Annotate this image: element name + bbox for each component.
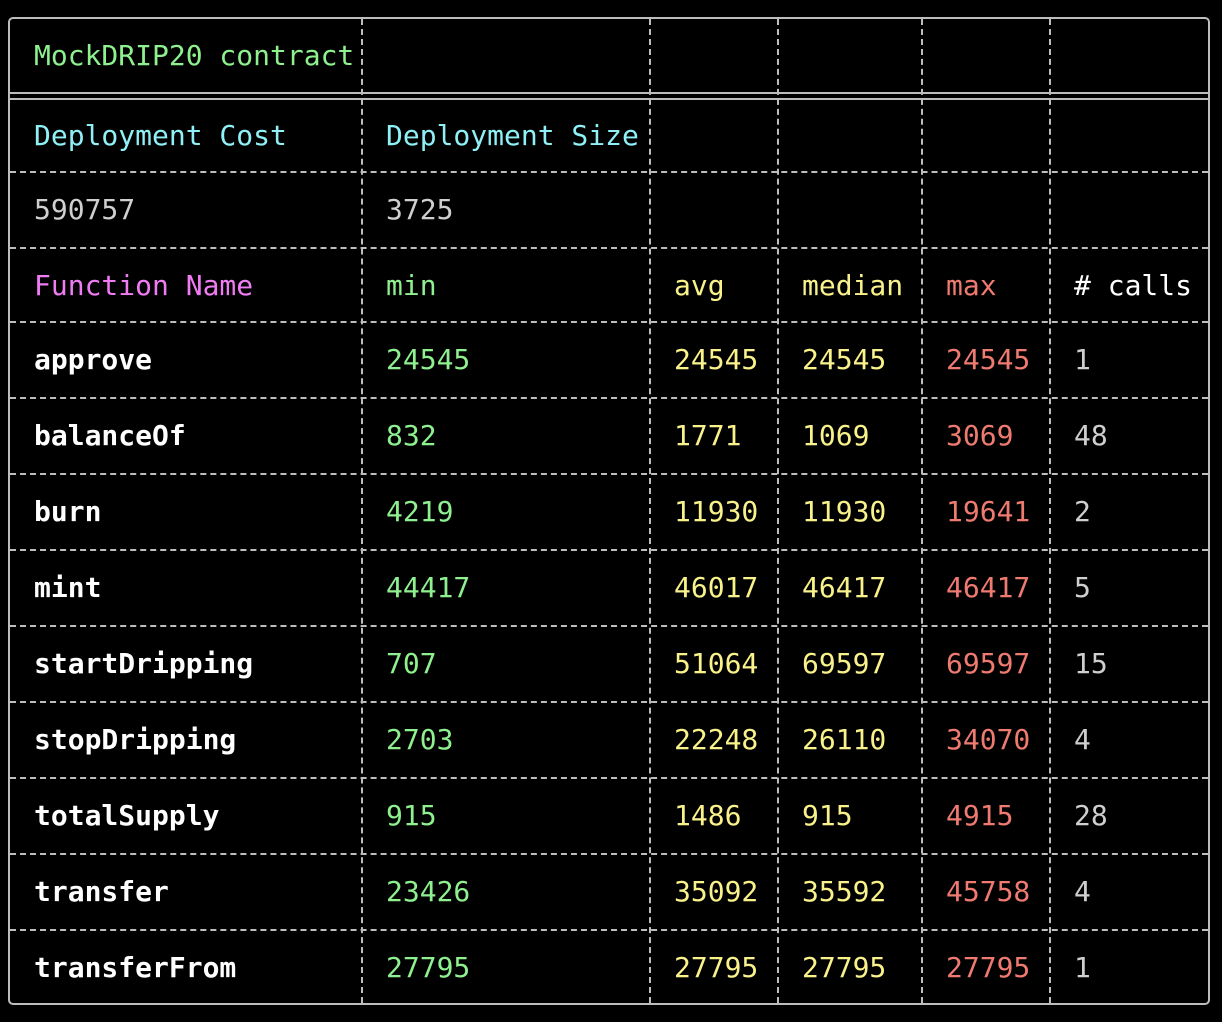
median-cell: 1069 bbox=[802, 418, 870, 452]
min-cell: 44417 bbox=[386, 570, 471, 604]
function-name-cell: burn bbox=[34, 494, 102, 528]
function-header-row: Function Name min avg median max # calls bbox=[10, 249, 1208, 321]
avg-cell: 46017 bbox=[674, 570, 759, 604]
calls-cell: 48 bbox=[1074, 418, 1108, 452]
function-name-cell: approve bbox=[34, 342, 153, 376]
avg-cell: 22248 bbox=[674, 722, 759, 756]
table-row: burn 4219 11930 11930 19641 2 bbox=[10, 475, 1208, 547]
avg-cell: 51064 bbox=[674, 646, 759, 680]
max-cell: 34070 bbox=[946, 722, 1031, 756]
row-divider bbox=[10, 929, 1208, 931]
max-cell: 45758 bbox=[946, 874, 1031, 908]
calls-cell: 5 bbox=[1074, 570, 1091, 604]
min-cell: 2703 bbox=[386, 722, 454, 756]
table-row: transferFrom 27795 27795 27795 27795 1 bbox=[10, 931, 1208, 1003]
table-row: startDripping 707 51064 69597 69597 15 bbox=[10, 627, 1208, 699]
calls-cell: 15 bbox=[1074, 646, 1108, 680]
column-divider bbox=[649, 19, 651, 1003]
avg-cell: 11930 bbox=[674, 494, 759, 528]
column-divider bbox=[1049, 19, 1051, 1003]
deployment-size-value: 3725 bbox=[386, 192, 454, 226]
function-name-cell: mint bbox=[34, 570, 102, 604]
calls-cell: 4 bbox=[1074, 874, 1091, 908]
row-divider bbox=[10, 247, 1208, 249]
max-cell: 19641 bbox=[946, 494, 1031, 528]
function-name-cell: transfer bbox=[34, 874, 169, 908]
avg-cell: 1771 bbox=[674, 418, 742, 452]
min-cell: 24545 bbox=[386, 342, 471, 376]
table-row: balanceOf 832 1771 1069 3069 48 bbox=[10, 399, 1208, 471]
table-row: stopDripping 2703 22248 26110 34070 4 bbox=[10, 703, 1208, 775]
min-cell: 915 bbox=[386, 798, 437, 832]
median-cell: 24545 bbox=[802, 342, 887, 376]
row-divider bbox=[10, 397, 1208, 399]
avg-cell: 24545 bbox=[674, 342, 759, 376]
median-header: median bbox=[802, 268, 904, 302]
min-header: min bbox=[386, 268, 437, 302]
row-divider bbox=[10, 549, 1208, 551]
max-cell: 3069 bbox=[946, 418, 1014, 452]
function-name-header: Function Name bbox=[34, 268, 254, 302]
max-cell: 24545 bbox=[946, 342, 1031, 376]
function-name-cell: totalSupply bbox=[34, 798, 220, 832]
avg-cell: 1486 bbox=[674, 798, 742, 832]
function-name-cell: stopDripping bbox=[34, 722, 237, 756]
contract-title-row: MockDRIP20 contract bbox=[10, 19, 1208, 91]
deployment-value-row: 590757 3725 bbox=[10, 173, 1208, 245]
max-header: max bbox=[946, 268, 997, 302]
table-row: transfer 23426 35092 35592 45758 4 bbox=[10, 855, 1208, 927]
function-name-cell: balanceOf bbox=[34, 418, 186, 452]
deployment-cost-value: 590757 bbox=[34, 192, 136, 226]
table-row: totalSupply 915 1486 915 4915 28 bbox=[10, 779, 1208, 851]
median-cell: 69597 bbox=[802, 646, 887, 680]
median-cell: 35592 bbox=[802, 874, 887, 908]
column-divider bbox=[777, 19, 779, 1003]
avg-cell: 27795 bbox=[674, 950, 759, 984]
min-cell: 27795 bbox=[386, 950, 471, 984]
table-row: mint 44417 46017 46417 46417 5 bbox=[10, 551, 1208, 623]
calls-cell: 4 bbox=[1074, 722, 1091, 756]
deployment-cost-label: Deployment Cost bbox=[34, 118, 287, 152]
function-name-cell: transferFrom bbox=[34, 950, 237, 984]
calls-header: # calls bbox=[1074, 268, 1193, 302]
avg-header: avg bbox=[674, 268, 725, 302]
max-cell: 69597 bbox=[946, 646, 1031, 680]
function-name-cell: startDripping bbox=[34, 646, 254, 680]
median-cell: 46417 bbox=[802, 570, 887, 604]
contract-title: MockDRIP20 contract bbox=[34, 38, 355, 72]
calls-cell: 28 bbox=[1074, 798, 1108, 832]
calls-cell: 1 bbox=[1074, 950, 1091, 984]
deployment-size-label: Deployment Size bbox=[386, 118, 639, 152]
header-divider bbox=[10, 92, 1208, 100]
gas-report-table: MockDRIP20 contract Deployment Cost Depl… bbox=[8, 17, 1210, 1005]
min-cell: 832 bbox=[386, 418, 437, 452]
min-cell: 707 bbox=[386, 646, 437, 680]
row-divider bbox=[10, 625, 1208, 627]
row-divider bbox=[10, 777, 1208, 779]
table-row: approve 24545 24545 24545 24545 1 bbox=[10, 323, 1208, 395]
row-divider bbox=[10, 473, 1208, 475]
min-cell: 4219 bbox=[386, 494, 454, 528]
median-cell: 915 bbox=[802, 798, 853, 832]
row-divider bbox=[10, 171, 1208, 173]
median-cell: 11930 bbox=[802, 494, 887, 528]
row-divider bbox=[10, 701, 1208, 703]
max-cell: 4915 bbox=[946, 798, 1014, 832]
max-cell: 27795 bbox=[946, 950, 1031, 984]
min-cell: 23426 bbox=[386, 874, 471, 908]
column-divider bbox=[921, 19, 923, 1003]
avg-cell: 35092 bbox=[674, 874, 759, 908]
column-divider bbox=[361, 19, 363, 1003]
calls-cell: 1 bbox=[1074, 342, 1091, 376]
row-divider bbox=[10, 321, 1208, 323]
calls-cell: 2 bbox=[1074, 494, 1091, 528]
median-cell: 27795 bbox=[802, 950, 887, 984]
row-divider bbox=[10, 853, 1208, 855]
deployment-label-row: Deployment Cost Deployment Size bbox=[10, 99, 1208, 171]
median-cell: 26110 bbox=[802, 722, 887, 756]
max-cell: 46417 bbox=[946, 570, 1031, 604]
